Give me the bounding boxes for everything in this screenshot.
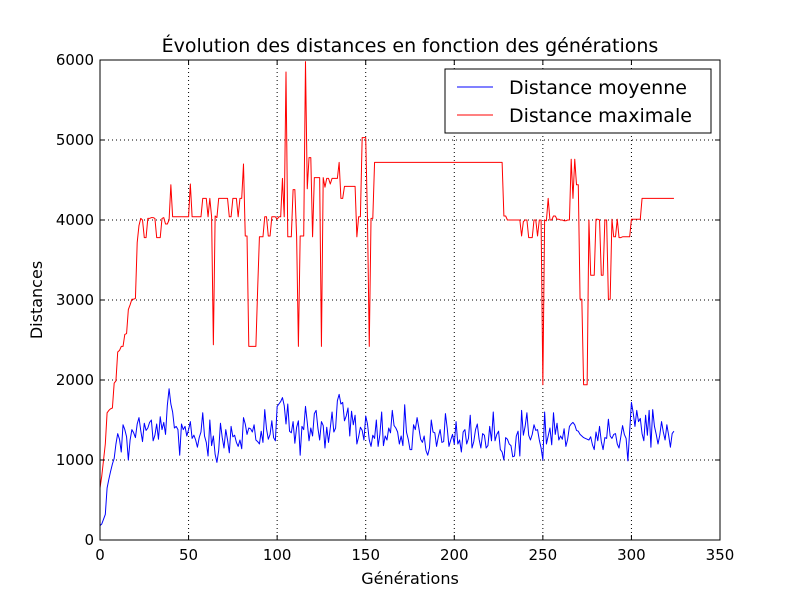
y-tick-label: 6000	[56, 51, 94, 69]
series-max-distance-line	[100, 61, 674, 489]
legend-label-mean: Distance moyenne	[509, 77, 687, 99]
y-tick-label: 5000	[56, 131, 94, 149]
x-tick-label: 200	[440, 546, 469, 564]
y-axis-label: Distances	[27, 261, 46, 339]
x-tick-label: 50	[179, 546, 198, 564]
x-tick-label: 150	[351, 546, 380, 564]
y-tick-label: 3000	[56, 291, 94, 309]
series-lines	[100, 61, 675, 526]
axis-ticks	[99, 59, 721, 541]
legend-box	[444, 68, 712, 134]
x-tick-label: 350	[706, 546, 735, 564]
y-tick-label: 0	[84, 531, 94, 549]
x-axis-label: Générations	[361, 569, 459, 588]
legend-label-max: Distance maximale	[509, 105, 692, 127]
x-tick-label: 100	[263, 546, 292, 564]
legend: Distance moyenne Distance maximale	[444, 68, 712, 134]
grid	[100, 60, 720, 540]
tick-labels: 0 50 100 150 200 250 300 350 0 1000 2000 3000 4000 50…	[56, 51, 735, 564]
chart-title: Évolution des distances en fonction des …	[162, 34, 659, 57]
y-tick-label: 4000	[56, 211, 94, 229]
x-tick-label: 0	[95, 546, 105, 564]
x-tick-label: 250	[529, 546, 558, 564]
series-mean-distance-line	[100, 388, 675, 526]
y-tick-label: 1000	[56, 451, 94, 469]
y-tick-label: 2000	[56, 371, 94, 389]
x-tick-label: 300	[617, 546, 646, 564]
